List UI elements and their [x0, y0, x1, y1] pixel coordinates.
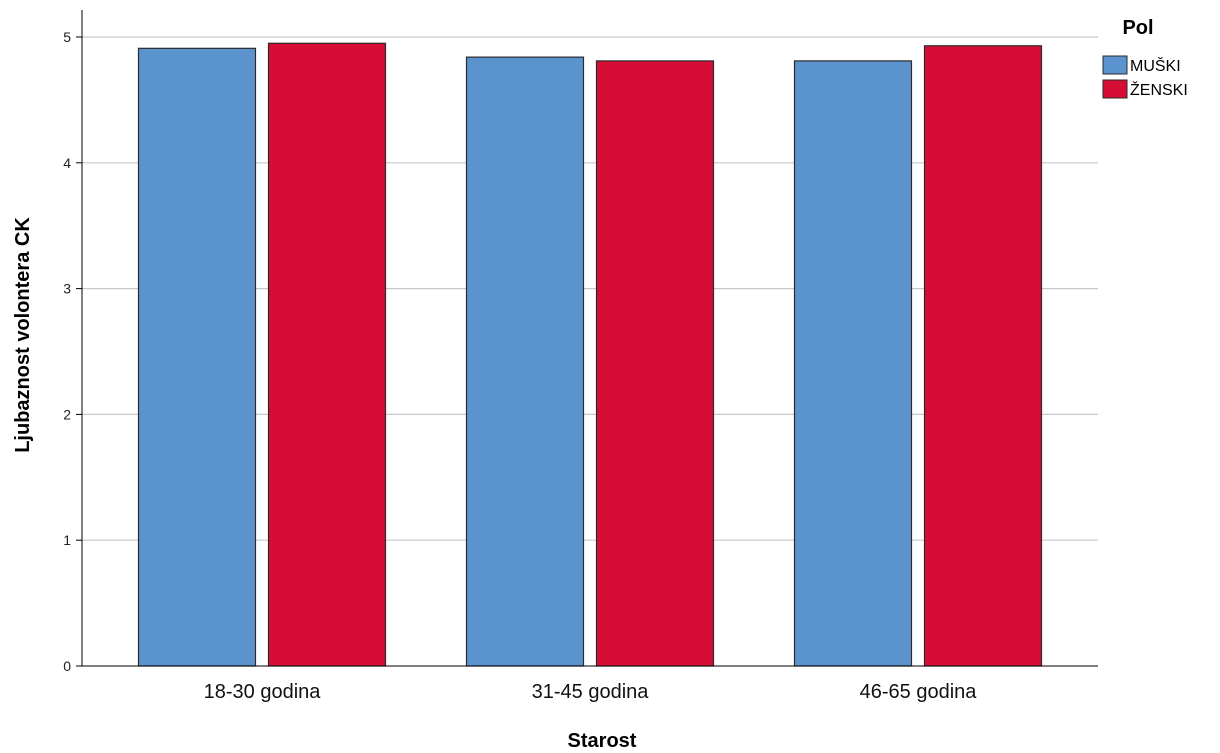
y-tick-label: 0 — [63, 658, 71, 674]
y-tick-label: 4 — [63, 155, 71, 171]
y-tick-label: 3 — [63, 281, 71, 297]
bar — [137, 47, 257, 667]
legend-title: Pol — [1122, 17, 1153, 39]
y-tick-label: 1 — [63, 532, 71, 548]
legend-swatch — [1102, 55, 1128, 75]
bar — [267, 42, 387, 667]
y-tick-labels: 0 1 2 3 4 5 — [63, 29, 82, 674]
y-axis-title: Ljubaznost volontera CK — [12, 217, 34, 453]
bar — [923, 45, 1043, 667]
y-tick-label: 2 — [63, 406, 71, 422]
x-tick-label: 46-65 godina — [860, 681, 978, 703]
legend-label: ŽENSKI — [1130, 80, 1188, 99]
y-tick-label: 5 — [63, 29, 71, 45]
bars — [137, 42, 1043, 667]
x-axis-title: Starost — [568, 730, 637, 752]
x-tick-label: 31-45 godina — [532, 681, 650, 703]
x-tick-label: 18-30 godina — [204, 681, 322, 703]
x-tick-labels: 18-30 godina 31-45 godina 46-65 godina — [204, 681, 978, 703]
legend-label: MUŠKI — [1130, 56, 1181, 75]
legend-swatch — [1102, 79, 1128, 99]
bar — [465, 56, 585, 667]
bar — [793, 60, 913, 667]
bar — [595, 60, 715, 667]
legend: Pol MUŠKI ŽENSKI — [1102, 17, 1188, 99]
axes — [81, 10, 1098, 667]
